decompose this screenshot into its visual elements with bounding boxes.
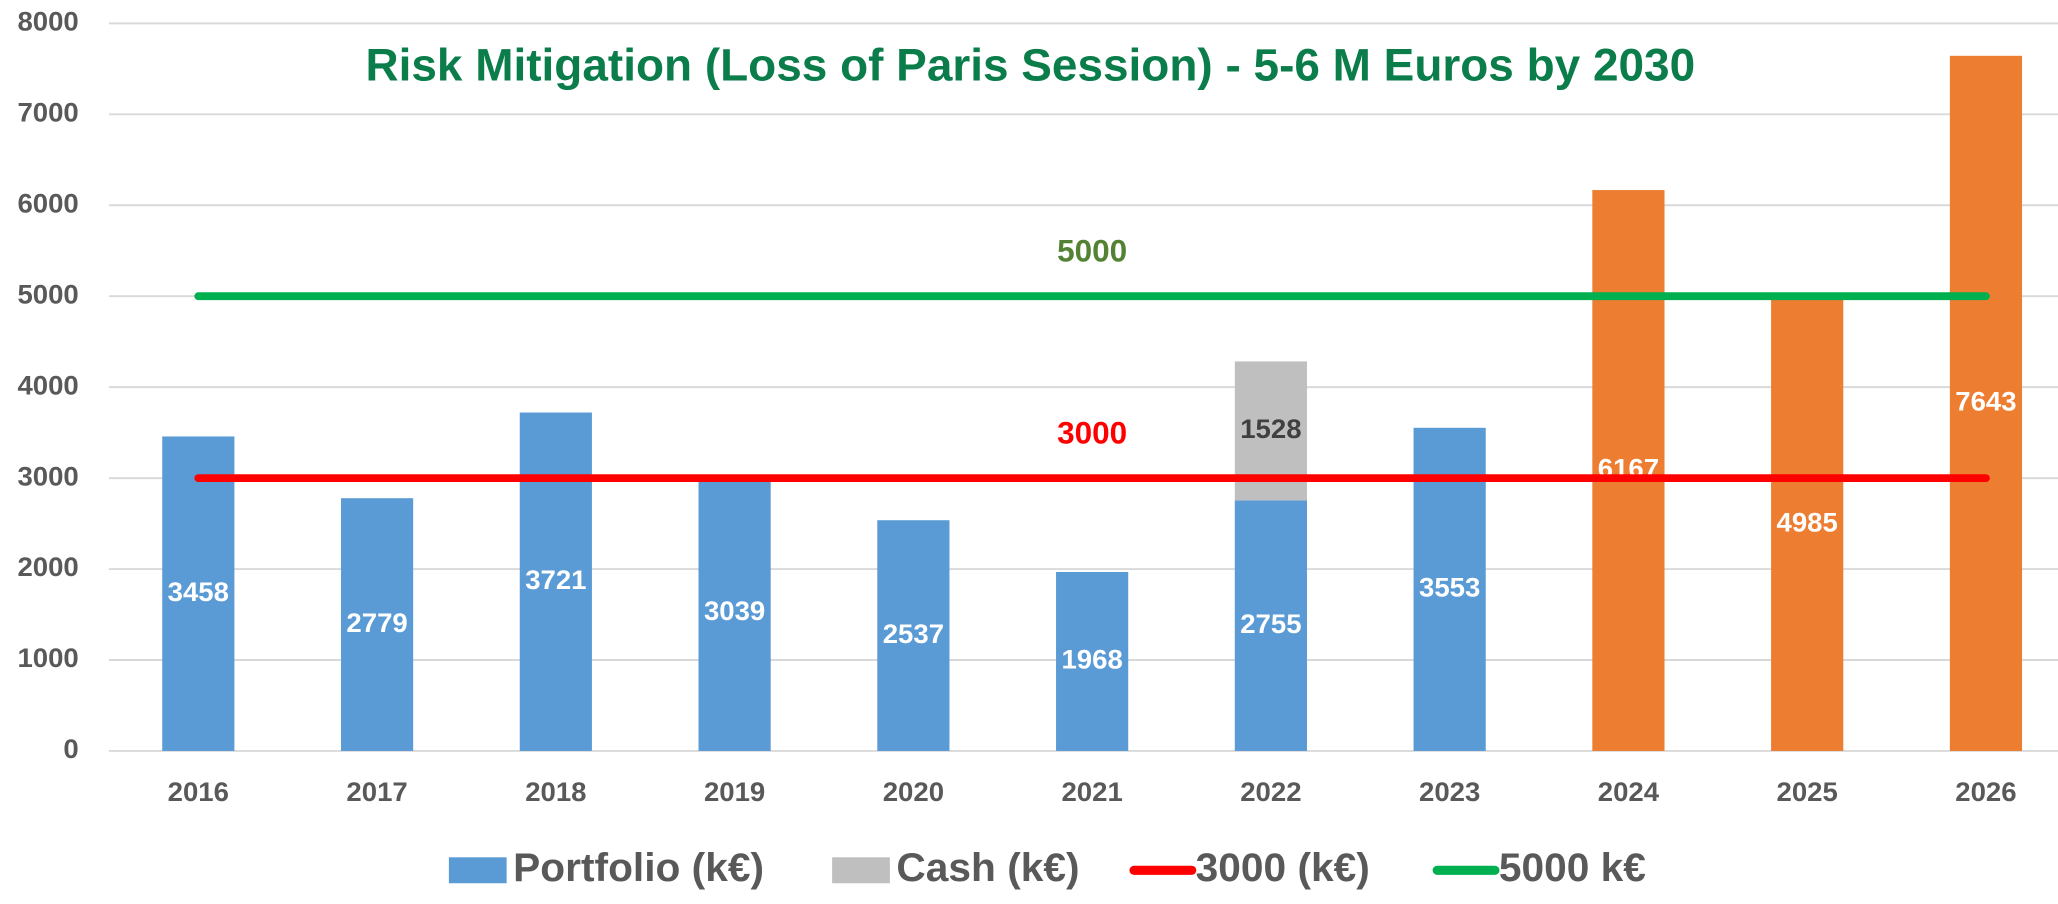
bar: [340, 498, 414, 751]
bar: [1771, 297, 1844, 751]
bar: [162, 436, 235, 751]
legend-label: Portfolio (k€): [513, 844, 764, 890]
bar: [1234, 500, 1307, 751]
data-label: 3721: [525, 564, 586, 595]
bar: [1592, 190, 1665, 751]
data-label: 1968: [1061, 644, 1122, 675]
legend-label: Cash (k€): [896, 844, 1079, 890]
data-label: 3458: [168, 576, 229, 607]
x-tick-label: 2016: [168, 776, 229, 807]
y-tick-label: 1000: [17, 642, 78, 673]
x-tick-label: 2017: [346, 776, 407, 807]
bar: [1056, 571, 1129, 751]
y-tick-label: 8000: [17, 6, 78, 37]
y-tick-label: 3000: [17, 460, 78, 491]
data-label: 1528: [1240, 413, 1301, 444]
y-tick-label: 7000: [17, 97, 78, 128]
legend-label: 5000 k€: [1499, 844, 1646, 890]
legend-swatch: [832, 857, 890, 884]
bar: [1949, 55, 2023, 751]
x-tick-label: 2019: [704, 776, 765, 807]
bar: [519, 412, 592, 751]
line-label: 3000: [1057, 416, 1127, 451]
y-tick-label: 6000: [17, 188, 78, 219]
x-tick-label: 2025: [1777, 776, 1838, 807]
x-tick-label: 2024: [1598, 776, 1660, 807]
bar: [698, 474, 771, 751]
data-label: 4985: [1777, 507, 1838, 538]
y-tick-label: 2000: [17, 551, 78, 582]
legend-label: 3000 (k€): [1196, 844, 1370, 890]
x-tick-label: 2022: [1240, 776, 1301, 807]
data-label: 3039: [704, 595, 765, 626]
legend-swatch: [448, 857, 507, 884]
x-tick-label: 2020: [883, 776, 944, 807]
y-tick-label: 4000: [17, 369, 78, 400]
data-label: 3553: [1419, 572, 1480, 603]
x-tick-label: 2021: [1061, 776, 1122, 807]
x-tick-label: 2023: [1419, 776, 1480, 807]
x-tick-label: 2026: [1955, 776, 2016, 807]
y-tick-label: 5000: [17, 279, 78, 310]
line-label: 5000: [1057, 234, 1127, 269]
data-label: 2779: [346, 607, 407, 638]
data-label: 7643: [1955, 386, 2016, 417]
data-label: 2537: [883, 618, 944, 649]
x-tick-label: 2018: [525, 776, 586, 807]
bar: [877, 520, 950, 751]
data-label: 2755: [1240, 608, 1301, 639]
y-tick-label: 0: [63, 733, 78, 764]
chart-title: Risk Mitigation (Loss of Paris Session) …: [365, 40, 1695, 91]
